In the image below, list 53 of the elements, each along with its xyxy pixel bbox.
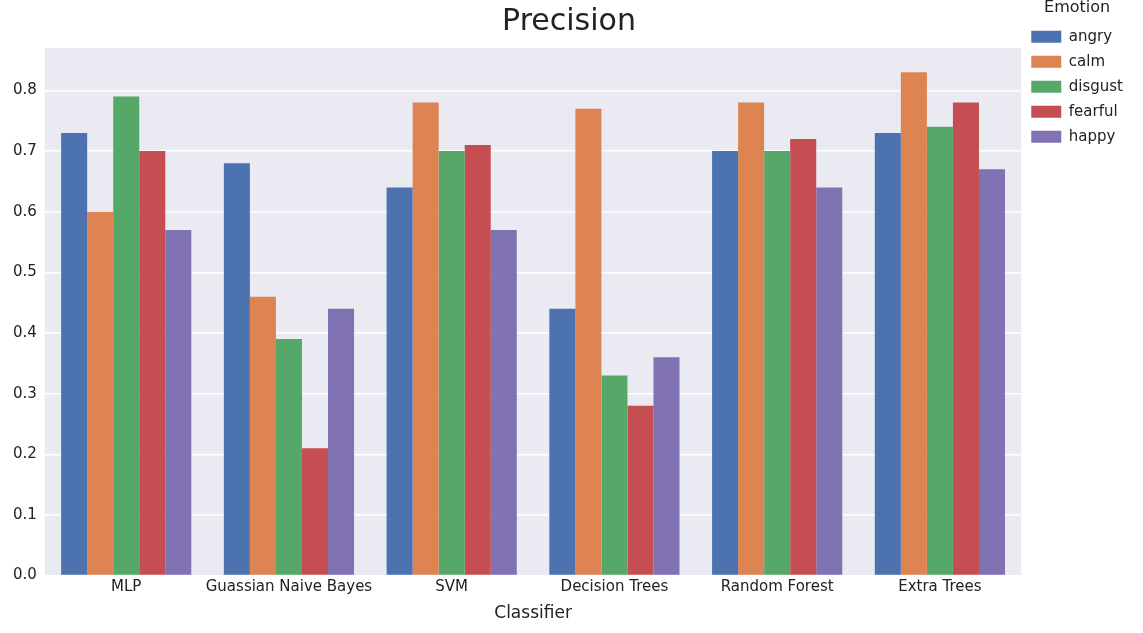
bar (275, 339, 302, 575)
chart-title: Precision (502, 1, 636, 37)
x-axis-title: Classifier (494, 602, 572, 623)
bar (601, 375, 628, 575)
bar (464, 145, 491, 575)
bar (764, 151, 791, 575)
legend-label: fearful (1068, 101, 1118, 120)
y-tick-label: 0.1 (13, 504, 37, 523)
legend-label: angry (1068, 26, 1113, 45)
bar (627, 405, 654, 575)
bar (978, 169, 1005, 575)
bar (549, 308, 576, 575)
legend-label: disgust (1068, 76, 1124, 95)
text: 0.0 (13, 565, 37, 584)
bar (386, 187, 413, 575)
y-tick-label: 0.2 (13, 444, 37, 463)
bar (900, 72, 927, 575)
x-tick-label: SVM (435, 577, 469, 596)
bar (223, 163, 250, 575)
bar (301, 448, 329, 575)
bar (816, 187, 843, 575)
x-tick-label: MLP (111, 577, 142, 596)
y-tick-label: 0.7 (13, 140, 37, 159)
bar (653, 357, 680, 575)
legend-label: calm (1068, 51, 1105, 70)
bar (874, 132, 901, 575)
bar (61, 132, 88, 575)
y-tick-label: 0.4 (13, 322, 37, 341)
bar (738, 102, 765, 575)
bar (139, 151, 166, 575)
bar (438, 151, 465, 575)
bar (113, 96, 140, 575)
bar (926, 126, 953, 575)
bar (952, 102, 979, 575)
bar (249, 296, 276, 575)
bar (790, 138, 817, 575)
bar (87, 211, 114, 575)
legend-label: happy (1068, 126, 1116, 145)
y-tick-label: 0.8 (13, 80, 37, 99)
bar (412, 102, 439, 575)
x-tick-label: Decision Trees (560, 577, 669, 596)
x-tick-label: Random Forest (720, 577, 834, 596)
y-tick-label: 0.3 (13, 383, 37, 402)
bar (328, 308, 355, 575)
bar (165, 229, 192, 575)
x-tick-label: Guassian Naive Bayes (205, 577, 373, 596)
x-tick-label: Extra Trees (898, 577, 982, 596)
y-tick-label: 0.5 (13, 262, 37, 281)
bar (490, 229, 517, 575)
y-tick-label: 0.6 (13, 201, 37, 220)
legend-title: Emotion (1044, 0, 1111, 17)
bar (575, 108, 602, 575)
bar (712, 151, 739, 575)
